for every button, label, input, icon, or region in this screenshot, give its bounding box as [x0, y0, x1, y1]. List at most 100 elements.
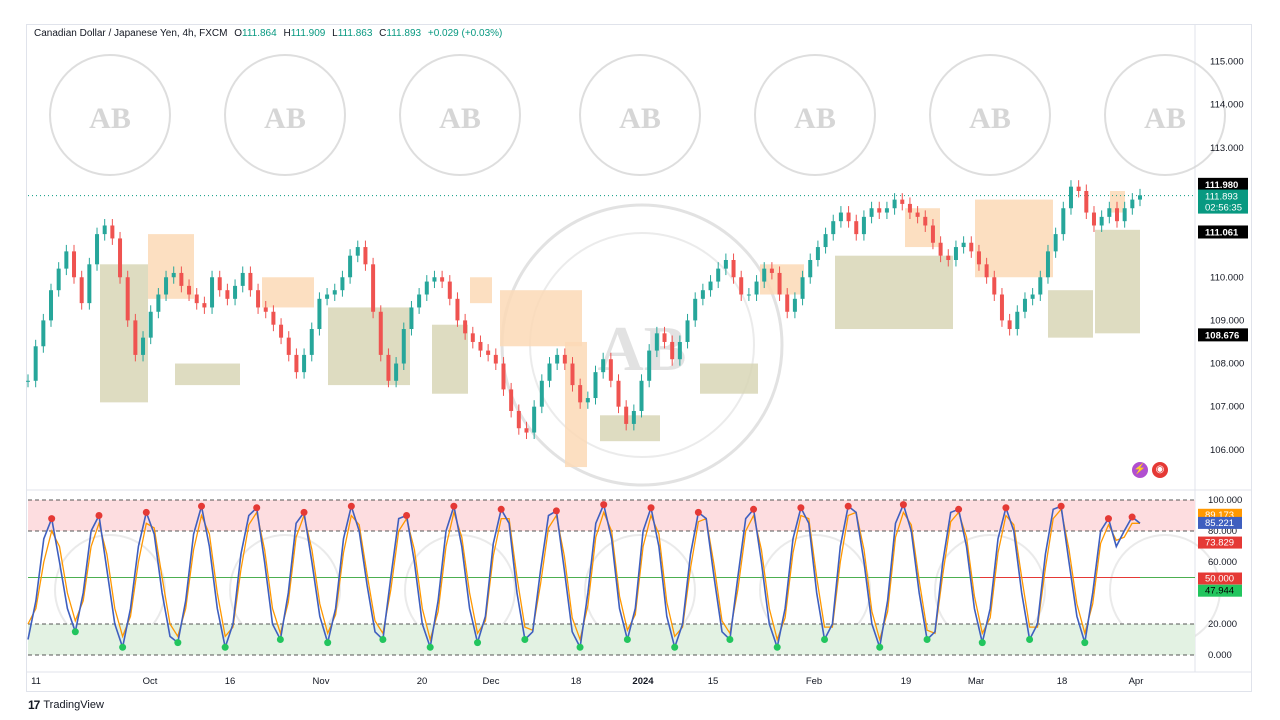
candle-body: [846, 212, 851, 222]
candle-body: [969, 242, 974, 252]
candle-body: [1084, 190, 1089, 213]
lightning-icon[interactable]: ⚡: [1132, 462, 1148, 478]
candle-body: [355, 247, 360, 256]
candle-body: [1091, 212, 1096, 226]
osc-trough-dot: [379, 636, 387, 643]
candle-body: [325, 294, 330, 299]
candle-body: [1068, 186, 1073, 209]
candle-body: [961, 242, 966, 248]
candle-body: [240, 272, 245, 286]
oversold-zone: [28, 624, 1195, 655]
open-value: 111.864: [242, 28, 277, 39]
candle-body: [1099, 216, 1104, 226]
candle-body: [923, 216, 928, 226]
countdown-label: 02:56:35: [1205, 203, 1242, 214]
price-tick-label: 115.000: [1210, 57, 1244, 68]
time-tick-label: Nov: [313, 676, 330, 687]
osc-trough-dot: [426, 643, 434, 651]
candle-body: [693, 298, 698, 321]
candle-body: [118, 238, 123, 278]
candle-body: [49, 290, 54, 321]
candle-body: [210, 277, 215, 308]
candle-body: [171, 272, 176, 278]
low-label: L: [332, 28, 338, 39]
osc-tick-label: 60.000: [1208, 557, 1237, 568]
osc-trough-dot: [1081, 639, 1089, 647]
candle-body: [662, 333, 667, 342]
osc-trough-dot: [221, 643, 229, 651]
candle-body: [677, 341, 682, 360]
candle-body: [1122, 208, 1127, 222]
osc-peak-dot: [1057, 502, 1065, 510]
candle-body: [654, 333, 659, 351]
candle-body: [984, 264, 989, 278]
price-badge-label: 111.061: [1205, 227, 1239, 238]
candle-body: [332, 290, 337, 295]
watermark-initials: AB: [1144, 102, 1186, 135]
candle-body: [401, 329, 406, 364]
osc-trough-dot: [726, 636, 734, 643]
candle-body: [56, 268, 61, 291]
broadcast-icon[interactable]: ◉: [1152, 462, 1168, 478]
osc-badge-label: 47.944: [1205, 586, 1234, 597]
symbol-name[interactable]: Canadian Dollar / Japanese Yen, 4h, FXCM: [34, 28, 228, 39]
candle-body: [1053, 234, 1058, 252]
osc-trough-dot: [923, 636, 931, 643]
candle-body: [746, 294, 751, 296]
change-value: +0.029 (+0.03%): [427, 28, 503, 39]
candle-body: [907, 203, 912, 213]
watermark-seal: [224, 54, 346, 176]
candle-body: [394, 363, 399, 381]
candle-body: [800, 277, 805, 299]
candle-body: [102, 225, 107, 235]
candle-body: [777, 272, 782, 295]
candle-body: [570, 363, 575, 386]
osc-trough-dot: [821, 636, 829, 643]
candle-body: [854, 221, 859, 235]
osc-trough-dot: [119, 643, 127, 651]
candle-body: [194, 294, 199, 304]
candle-body: [463, 320, 468, 334]
candle-body: [41, 320, 46, 347]
candle-body: [915, 212, 920, 217]
candle-body: [608, 359, 613, 381]
high-label: H: [283, 28, 291, 39]
candle-body: [831, 221, 836, 235]
candle-body: [861, 216, 866, 235]
candle-body: [624, 406, 629, 424]
sd-zone: [262, 277, 314, 308]
osc-peak-dot: [955, 505, 963, 513]
candle-body: [700, 290, 705, 299]
osc-peak-dot: [750, 505, 758, 513]
time-tick-label: 16: [225, 676, 236, 687]
sd-zone: [470, 277, 492, 304]
watermark-initials: AB: [794, 102, 836, 135]
candle-body: [202, 303, 207, 308]
chart-frame: [26, 24, 1252, 692]
candle-body: [478, 341, 483, 351]
sd-zone: [1095, 229, 1140, 334]
brand[interactable]: 17 TradingView: [28, 698, 104, 712]
candle-body: [1030, 294, 1035, 299]
price-badge: [1198, 328, 1248, 342]
osc-badge: [1198, 584, 1242, 597]
osc-peak-dot: [1104, 515, 1112, 523]
price-tick-label: 108.000: [1210, 359, 1244, 370]
candle-body: [348, 255, 353, 278]
osc-trough-dot: [521, 636, 529, 643]
candle-body: [271, 311, 276, 325]
tradingview-logo-icon: 17: [28, 698, 40, 712]
candle-body: [992, 277, 997, 295]
osc-trough-dot: [1026, 636, 1034, 643]
osc-peak-dot: [450, 502, 458, 510]
osc-peak-dot: [95, 512, 103, 519]
candle-body: [470, 333, 475, 342]
osc-peak-dot: [198, 502, 206, 510]
candle-body: [87, 264, 92, 304]
candle-body: [486, 350, 491, 355]
candle-body: [187, 285, 192, 295]
candle-body: [716, 268, 721, 282]
candle-body: [547, 363, 552, 381]
candle-body: [930, 225, 935, 243]
